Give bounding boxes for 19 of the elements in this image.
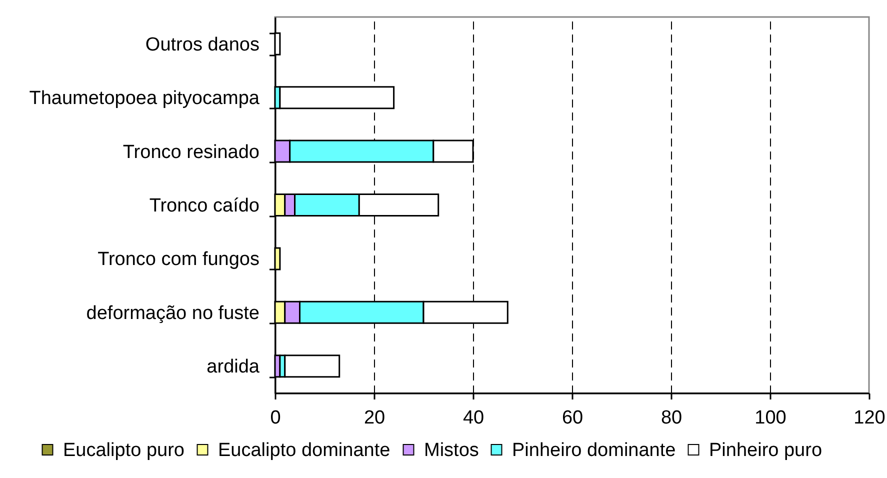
x-tick-label: 0	[270, 408, 281, 428]
legend-label: Pinheiro puro	[709, 440, 822, 461]
y-tick-label: Tronco com fungos	[98, 249, 260, 270]
y-tick-label: Tronco caído	[149, 196, 260, 216]
legend-label: Eucalipto puro	[63, 440, 184, 461]
x-tick-label: 60	[562, 408, 584, 428]
y-tick-label: Outros danos	[145, 34, 260, 56]
x-tick-label: 80	[660, 408, 682, 428]
x-tick-label: 40	[462, 408, 484, 428]
legend-label: Mistos	[424, 440, 479, 461]
legend-label: Eucalipto dominante	[218, 440, 390, 461]
x-tick-label: 20	[364, 408, 386, 428]
y-tick-label: Thaumetopoea pityocampa	[29, 88, 260, 110]
x-tick-label: 120	[854, 408, 886, 428]
x-tick-label: 100	[754, 408, 786, 428]
y-tick-label: Tronco resinado	[122, 142, 260, 163]
legend-label: Pinheiro dominante	[512, 440, 676, 461]
y-tick-label: ardida	[206, 356, 260, 378]
y-tick-label: deformação no fuste	[86, 302, 260, 324]
